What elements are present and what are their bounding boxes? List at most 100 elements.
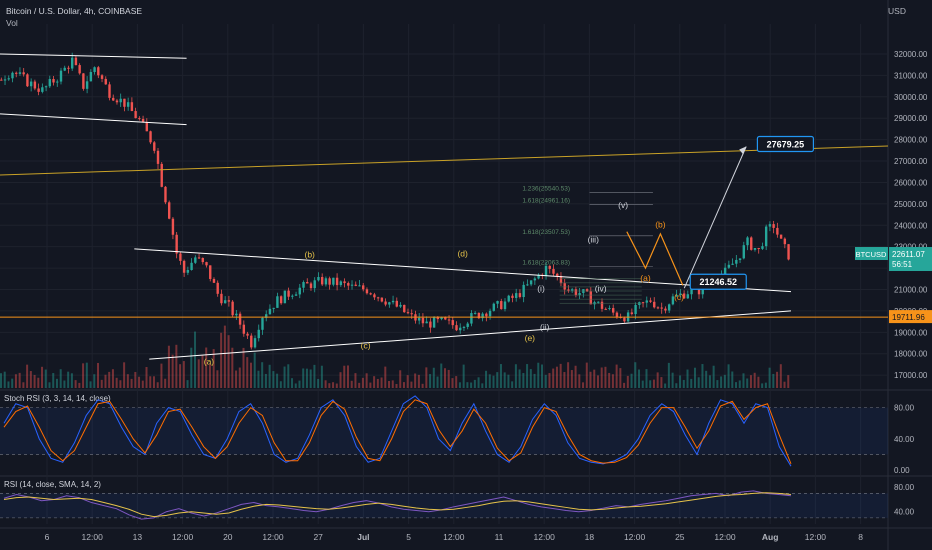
- volume-bar: [182, 361, 185, 388]
- candle-body: [358, 285, 361, 287]
- candle-body: [231, 301, 234, 316]
- candle-body: [742, 245, 745, 259]
- volume-bar: [671, 372, 674, 388]
- volume-bar: [529, 369, 532, 388]
- candle-body: [462, 326, 466, 328]
- y-tick-label: 28000.00: [894, 136, 928, 145]
- candle-body: [384, 301, 387, 305]
- candle-body: [350, 284, 354, 286]
- candle-body: [488, 310, 492, 317]
- volume-bar: [126, 374, 129, 388]
- candle-body: [63, 67, 66, 71]
- candle-body: [223, 300, 227, 304]
- candle-body: [440, 317, 443, 320]
- volume-bar: [287, 364, 290, 388]
- candle-body: [757, 248, 760, 250]
- volume-bar: [738, 380, 741, 388]
- triangle-lower-trendline: [149, 310, 792, 360]
- candle-body: [279, 296, 283, 304]
- candle-body: [436, 317, 440, 320]
- candle-body: [3, 79, 7, 81]
- volume-bar: [429, 374, 432, 388]
- volume-bar: [574, 365, 577, 388]
- volume-bar: [473, 379, 476, 388]
- volume-bar: [660, 377, 663, 388]
- candle-body: [727, 264, 731, 268]
- candle-body: [552, 268, 555, 274]
- wave-label: (b): [304, 249, 315, 259]
- x-tick-label: 6: [45, 532, 50, 542]
- candle-body: [600, 301, 604, 309]
- volume-bar: [376, 378, 379, 388]
- candle-body: [638, 302, 641, 305]
- volume-bar: [708, 375, 711, 388]
- volume-bar: [735, 382, 738, 388]
- candle-body: [529, 280, 533, 285]
- volume-bar: [235, 370, 238, 388]
- candle-body: [253, 338, 257, 348]
- volume-bar: [623, 382, 626, 388]
- candle-body: [376, 297, 380, 299]
- candle-body: [615, 312, 619, 317]
- volume-bar: [201, 355, 204, 388]
- volume-bar: [652, 379, 655, 388]
- long-channel-line: [0, 145, 889, 176]
- volume-bar: [167, 345, 170, 388]
- volume-bar: [138, 376, 141, 388]
- candle-body: [623, 317, 626, 322]
- volume-bar: [421, 383, 424, 388]
- candle-body: [686, 294, 690, 299]
- volume-bar: [261, 362, 264, 388]
- candle-body: [653, 301, 656, 308]
- volume-bar: [679, 375, 682, 388]
- volume-bar: [55, 378, 58, 388]
- volume-bar: [511, 381, 514, 388]
- volume-bar: [279, 381, 282, 388]
- candle-body: [74, 57, 78, 66]
- volume-bar: [294, 383, 297, 388]
- volume-bar: [481, 383, 484, 388]
- candle-body: [171, 218, 175, 235]
- candle-body: [526, 284, 529, 286]
- volume-bar: [578, 374, 581, 388]
- volume-bar: [552, 368, 555, 388]
- volume-bar: [492, 375, 495, 388]
- volume-bar: [600, 367, 603, 388]
- volume-bar: [585, 362, 588, 388]
- candle-body: [425, 321, 428, 324]
- volume-bar: [533, 373, 536, 388]
- candle-body: [559, 275, 563, 284]
- volume-bar: [764, 382, 767, 388]
- volume-bar: [611, 374, 614, 388]
- price-badge: 22611.07: [892, 250, 925, 259]
- volume-label: Vol: [6, 18, 18, 28]
- volume-bar: [253, 352, 256, 388]
- volume-bar: [451, 378, 454, 388]
- wave-label: (c): [361, 340, 371, 350]
- volume-bar: [582, 382, 585, 388]
- candle-body: [123, 98, 126, 107]
- candle-body: [235, 313, 238, 316]
- candle-body: [302, 282, 305, 288]
- candle-body: [149, 131, 152, 143]
- volume-bar: [507, 374, 510, 388]
- volume-bar: [462, 364, 465, 388]
- volume-bar: [470, 382, 473, 388]
- volume-bar: [70, 373, 73, 388]
- projection-path: [626, 231, 684, 286]
- candle-body: [265, 314, 268, 318]
- candle-body: [772, 224, 775, 228]
- candle-body: [731, 263, 734, 265]
- volume-bar: [145, 366, 148, 388]
- candle-body: [481, 313, 484, 319]
- volume-bar: [332, 382, 335, 388]
- candle-body: [320, 276, 324, 285]
- volume-bar: [544, 374, 547, 388]
- volume-bar: [276, 373, 279, 388]
- volume-bar: [380, 377, 383, 388]
- x-tick-label: 12:00: [262, 532, 284, 542]
- volume-bar: [779, 364, 782, 388]
- candle-body: [328, 278, 331, 285]
- symbol-title[interactable]: Bitcoin / U.S. Dollar, 4h, COINBASE: [6, 6, 143, 16]
